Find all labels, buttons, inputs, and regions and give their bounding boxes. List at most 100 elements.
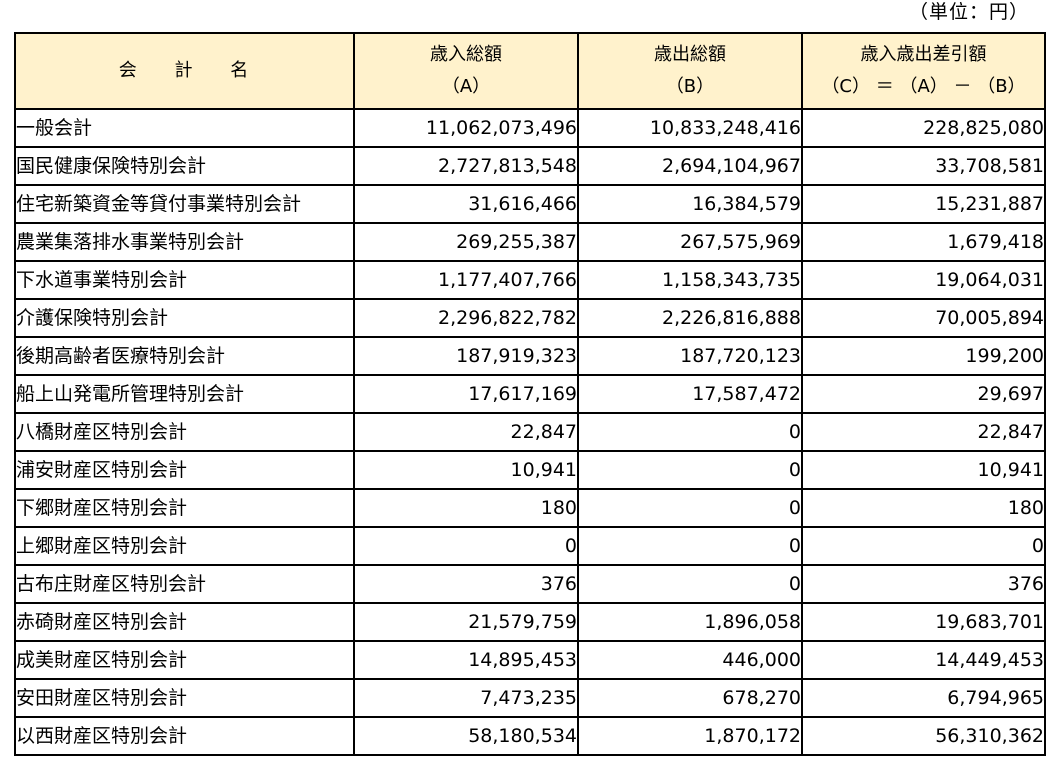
revenue-cell: 180 — [353, 488, 579, 528]
header-expenditure-label: 歳出総額 — [654, 44, 726, 65]
account-name-cell: 下水道事業特別会計 — [14, 260, 355, 300]
header-row: 会 計 名 歳入総額 （A） 歳出総額 （B） 歳入歳出差引額 （C） ＝ （A… — [14, 32, 1046, 110]
balance-cell: 6,794,965 — [801, 678, 1046, 718]
table-row: 以西財産区特別会計 58,180,534 1,870,172 56,310,362 — [14, 716, 1046, 756]
revenue-cell: 11,062,073,496 — [353, 108, 579, 148]
revenue-cell: 10,941 — [353, 450, 579, 490]
balance-cell: 0 — [801, 526, 1046, 566]
balance-cell: 22,847 — [801, 412, 1046, 452]
table-row: 一般会計 11,062,073,496 10,833,248,416 228,825,… — [14, 108, 1046, 148]
expenditure-cell: 0 — [577, 526, 803, 566]
balance-cell: 56,310,362 — [801, 716, 1046, 756]
header-balance-label: 歳入歳出差引額 — [860, 44, 987, 65]
revenue-cell: 187,919,323 — [353, 336, 579, 376]
balance-cell: 1,679,418 — [801, 222, 1046, 262]
expenditure-cell: 267,575,969 — [577, 222, 803, 262]
header-balance-sub: （C） ＝ （A） － （B） — [821, 76, 1026, 97]
table-body: 一般会計 11,062,073,496 10,833,248,416 228,825,… — [14, 108, 1046, 756]
header-balance: 歳入歳出差引額 （C） ＝ （A） － （B） — [801, 32, 1046, 110]
table-row: 赤碕財産区特別会計 21,579,759 1,896,058 19,683,701 — [14, 602, 1046, 642]
header-account-name: 会 計 名 — [14, 32, 355, 110]
table-row: 上郷財産区特別会計 0 0 0 — [14, 526, 1046, 566]
expenditure-cell: 187,720,123 — [577, 336, 803, 376]
table-row: 住宅新築資金等貸付事業特別会計 31,616,466 16,384,579 15,23… — [14, 184, 1046, 224]
expenditure-cell: 0 — [577, 488, 803, 528]
balance-cell: 19,683,701 — [801, 602, 1046, 642]
header-expenditure: 歳出総額 （B） — [577, 32, 803, 110]
account-name-cell: 一般会計 — [14, 108, 355, 148]
revenue-cell: 22,847 — [353, 412, 579, 452]
revenue-cell: 58,180,534 — [353, 716, 579, 756]
settlement-table: 会 計 名 歳入総額 （A） 歳出総額 （B） 歳入歳出差引額 （C） ＝ （A… — [14, 32, 1046, 756]
account-name-cell: 以西財産区特別会計 — [14, 716, 355, 756]
revenue-cell: 7,473,235 — [353, 678, 579, 718]
header-revenue: 歳入総額 （A） — [353, 32, 579, 110]
expenditure-cell: 1,896,058 — [577, 602, 803, 642]
balance-cell: 10,941 — [801, 450, 1046, 490]
table-row: 下郷財産区特別会計 180 0 180 — [14, 488, 1046, 528]
table-row: 下水道事業特別会計 1,177,407,766 1,158,343,735 19,06… — [14, 260, 1046, 300]
expenditure-cell: 446,000 — [577, 640, 803, 680]
balance-cell: 199,200 — [801, 336, 1046, 376]
table-row: 船上山発電所管理特別会計 17,617,169 17,587,472 29,697 — [14, 374, 1046, 414]
revenue-cell: 0 — [353, 526, 579, 566]
header-account-name-label: 会 計 名 — [118, 60, 265, 81]
account-name-cell: 国民健康保険特別会計 — [14, 146, 355, 186]
account-name-cell: 成美財産区特別会計 — [14, 640, 355, 680]
account-name-cell: 後期高齢者医療特別会計 — [14, 336, 355, 376]
account-name-cell: 安田財産区特別会計 — [14, 678, 355, 718]
revenue-cell: 269,255,387 — [353, 222, 579, 262]
table-row: 八橋財産区特別会計 22,847 0 22,847 — [14, 412, 1046, 452]
header-revenue-label: 歳入総額 — [430, 44, 502, 65]
expenditure-cell: 16,384,579 — [577, 184, 803, 224]
account-name-cell: 上郷財産区特別会計 — [14, 526, 355, 566]
header-expenditure-sub: （B） — [665, 76, 715, 97]
unit-note: （単位：円） — [908, 1, 1029, 23]
expenditure-cell: 17,587,472 — [577, 374, 803, 414]
balance-cell: 180 — [801, 488, 1046, 528]
expenditure-cell: 0 — [577, 412, 803, 452]
account-name-cell: 下郷財産区特別会計 — [14, 488, 355, 528]
expenditure-cell: 0 — [577, 450, 803, 490]
revenue-cell: 2,296,822,782 — [353, 298, 579, 338]
account-name-cell: 赤碕財産区特別会計 — [14, 602, 355, 642]
balance-cell: 19,064,031 — [801, 260, 1046, 300]
revenue-cell: 21,579,759 — [353, 602, 579, 642]
account-name-cell: 八橋財産区特別会計 — [14, 412, 355, 452]
balance-cell: 70,005,894 — [801, 298, 1046, 338]
balance-cell: 228,825,080 — [801, 108, 1046, 148]
expenditure-cell: 1,158,343,735 — [577, 260, 803, 300]
table-row: 農業集落排水事業特別会計 269,255,387 267,575,969 1,679,… — [14, 222, 1046, 262]
table-row: 国民健康保険特別会計 2,727,813,548 2,694,104,967 33,7… — [14, 146, 1046, 186]
expenditure-cell: 2,226,816,888 — [577, 298, 803, 338]
revenue-cell: 1,177,407,766 — [353, 260, 579, 300]
balance-cell: 14,449,453 — [801, 640, 1046, 680]
expenditure-cell: 678,270 — [577, 678, 803, 718]
expenditure-cell: 2,694,104,967 — [577, 146, 803, 186]
expenditure-cell: 10,833,248,416 — [577, 108, 803, 148]
table-row: 古布庄財産区特別会計 376 0 376 — [14, 564, 1046, 604]
revenue-cell: 376 — [353, 564, 579, 604]
revenue-cell: 14,895,453 — [353, 640, 579, 680]
table-row: 介護保険特別会計 2,296,822,782 2,226,816,888 70,005… — [14, 298, 1046, 338]
account-name-cell: 農業集落排水事業特別会計 — [14, 222, 355, 262]
balance-cell: 15,231,887 — [801, 184, 1046, 224]
balance-cell: 376 — [801, 564, 1046, 604]
revenue-cell: 17,617,169 — [353, 374, 579, 414]
account-name-cell: 古布庄財産区特別会計 — [14, 564, 355, 604]
revenue-cell: 2,727,813,548 — [353, 146, 579, 186]
table-row: 安田財産区特別会計 7,473,235 678,270 6,794,965 — [14, 678, 1046, 718]
account-name-cell: 浦安財産区特別会計 — [14, 450, 355, 490]
revenue-cell: 31,616,466 — [353, 184, 579, 224]
expenditure-cell: 0 — [577, 564, 803, 604]
table-row: 後期高齢者医療特別会計 187,919,323 187,720,123 199,200 — [14, 336, 1046, 376]
account-name-cell: 船上山発電所管理特別会計 — [14, 374, 355, 414]
expenditure-cell: 1,870,172 — [577, 716, 803, 756]
account-name-cell: 住宅新築資金等貸付事業特別会計 — [14, 184, 355, 224]
account-name-cell: 介護保険特別会計 — [14, 298, 355, 338]
table-row: 浦安財産区特別会計 10,941 0 10,941 — [14, 450, 1046, 490]
table-row: 成美財産区特別会計 14,895,453 446,000 14,449,453 — [14, 640, 1046, 680]
balance-cell: 33,708,581 — [801, 146, 1046, 186]
balance-cell: 29,697 — [801, 374, 1046, 414]
